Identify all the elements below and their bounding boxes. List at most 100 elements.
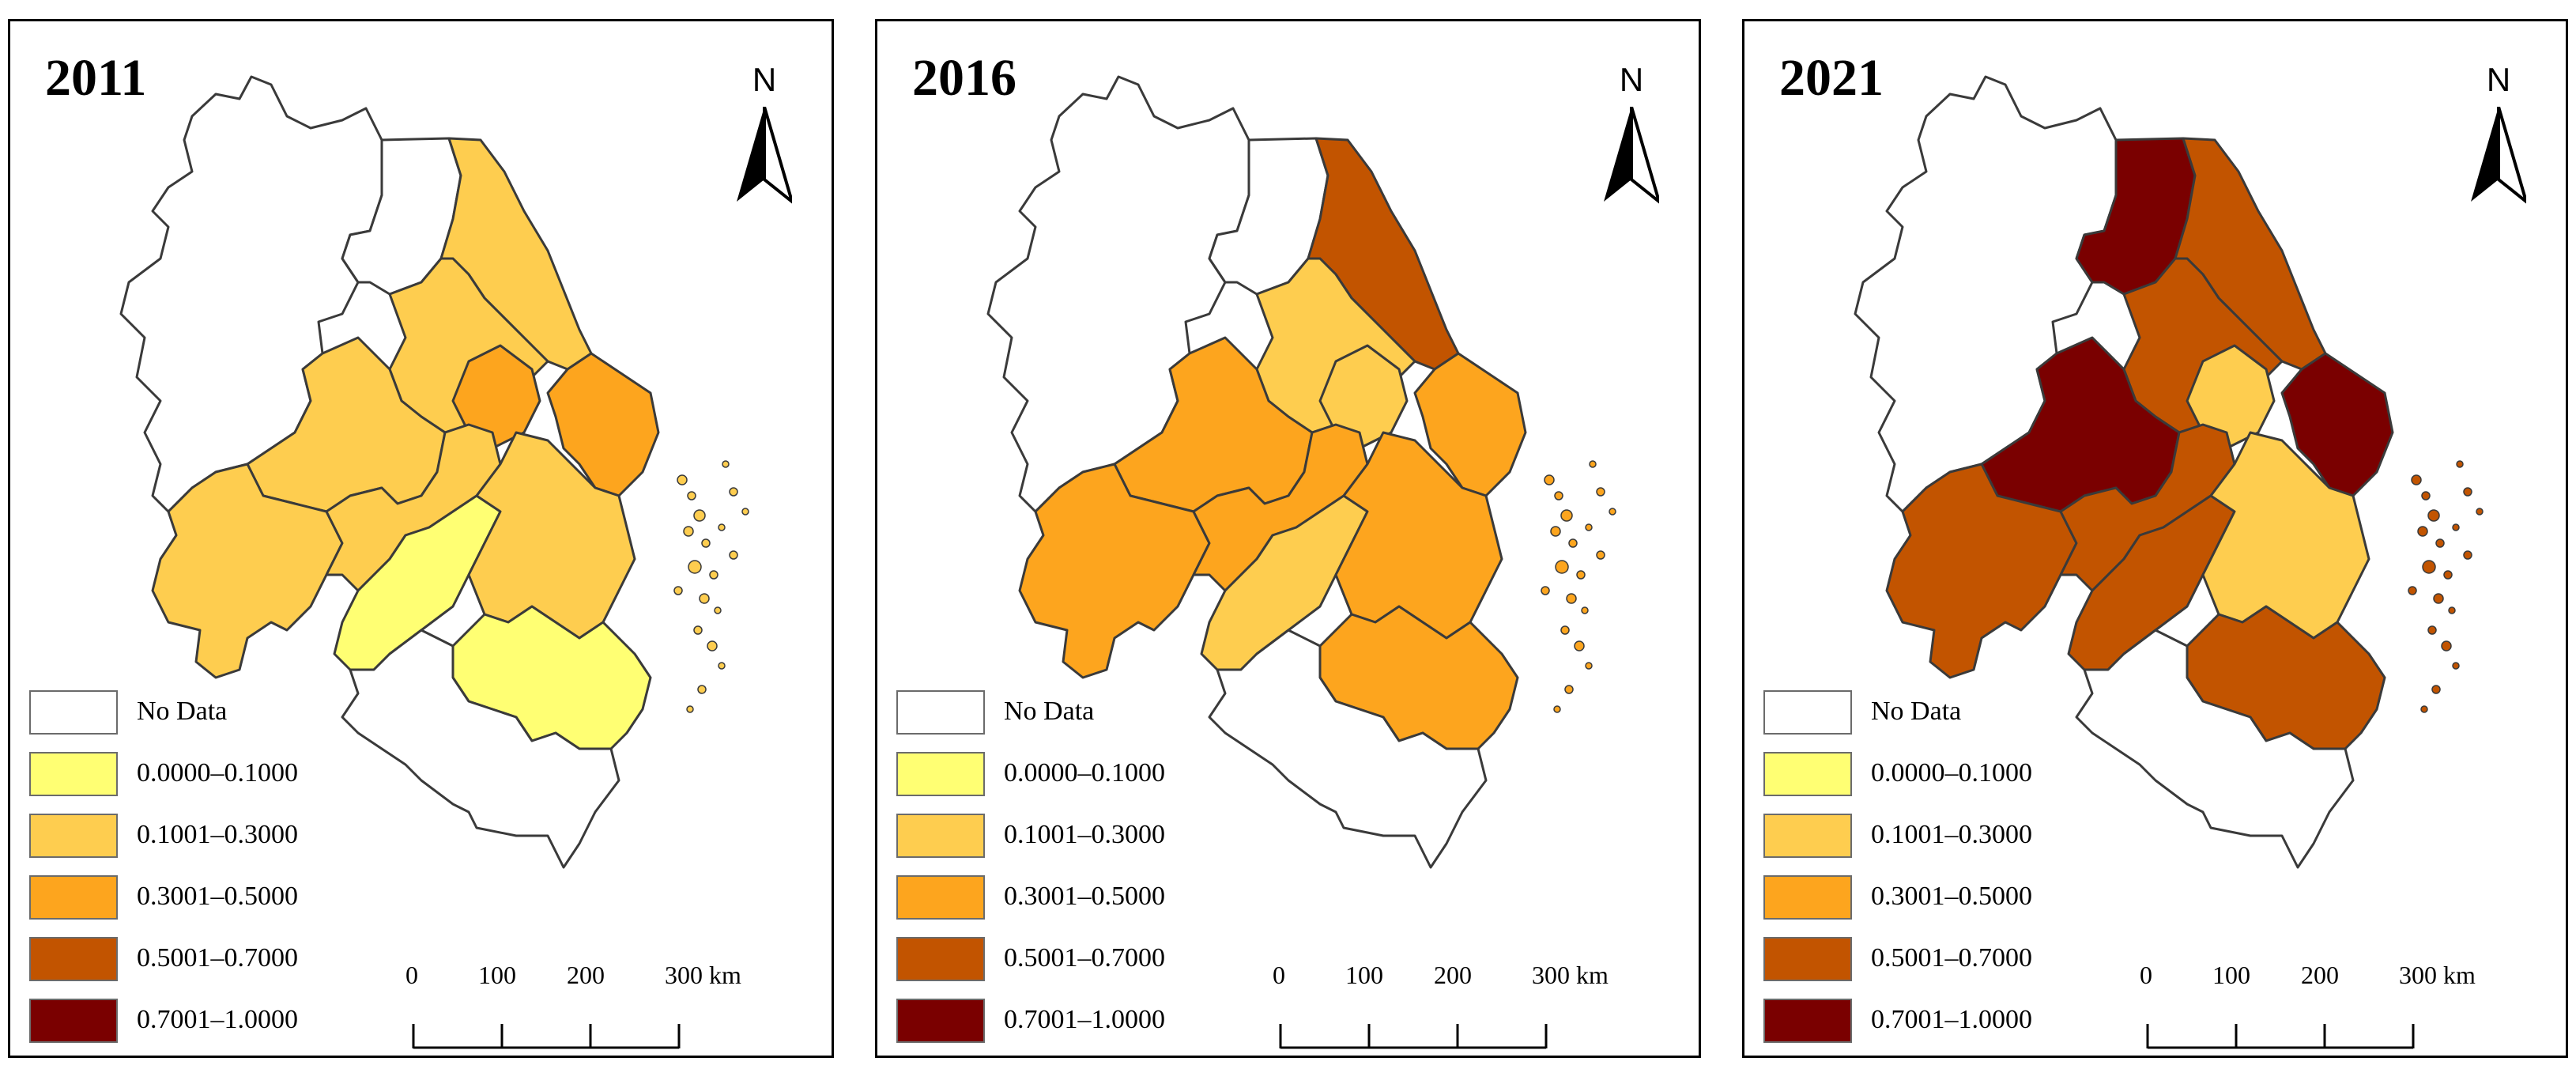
map-island <box>714 606 722 614</box>
map-island <box>699 593 710 604</box>
legend-label: 0.0000–0.1000 <box>137 758 298 788</box>
map-island <box>1596 550 1605 560</box>
map-island <box>1581 606 1589 614</box>
legend-swatch <box>29 999 118 1043</box>
scale-tick-label: 200 <box>2301 961 2339 989</box>
scale-tick-label: 300 km <box>665 961 741 989</box>
legend-swatch <box>896 875 985 920</box>
year-label: 2021 <box>1779 49 1884 107</box>
map-island <box>1589 460 1597 468</box>
map-island <box>722 460 730 468</box>
legend-label: 0.5001–0.7000 <box>1004 943 1165 973</box>
legend-label: No Data <box>137 697 228 726</box>
scale-tick-label: 300 km <box>1532 961 1609 989</box>
map-island <box>2420 705 2428 713</box>
map-island <box>701 538 711 548</box>
map-island <box>2421 491 2431 500</box>
map-island <box>2476 508 2484 516</box>
map-region-southeast <box>2201 431 2370 640</box>
map-island <box>2441 640 2452 652</box>
map-island <box>718 662 726 670</box>
map-svg <box>986 75 1616 869</box>
map-island <box>741 508 749 516</box>
scale-tick-label: 0 <box>1273 961 1285 989</box>
map-island <box>1564 685 1574 694</box>
map-island <box>2452 523 2460 531</box>
scale-bar-line <box>2146 1024 2415 1049</box>
map-island <box>693 509 706 522</box>
scale-bar: 0 100 200 300 km <box>2140 961 2478 1056</box>
map-island <box>1541 586 1550 595</box>
map-island <box>1560 625 1570 635</box>
map-island <box>1553 705 1561 713</box>
map-island <box>1568 538 1578 548</box>
legend-swatch <box>29 814 118 858</box>
map-island <box>1574 640 1585 652</box>
map-island <box>683 526 694 537</box>
legend-label: 0.3001–0.5000 <box>137 882 298 911</box>
year-label: 2016 <box>912 49 1016 107</box>
scale-tick-label: 100 <box>478 961 516 989</box>
map-island <box>677 474 688 485</box>
map-island <box>2452 662 2460 670</box>
map-island <box>1554 491 1563 500</box>
map-island <box>2448 606 2456 614</box>
legend-label: 0.0000–0.1000 <box>1004 758 1165 788</box>
map-island <box>1566 593 1577 604</box>
legend-swatch <box>896 752 985 796</box>
map-island <box>2422 560 2436 574</box>
scale-tick-label: 0 <box>2140 961 2152 989</box>
legend-swatch <box>896 937 985 981</box>
scale-bar-line <box>1279 1024 1548 1049</box>
map-panel-2021: 2021 N No Data 0.0000–0.1000 0.1001–0.3000… <box>1742 19 2568 1058</box>
legend-label: 0.5001–0.7000 <box>137 943 298 973</box>
map-island <box>1550 526 1561 537</box>
map-island <box>2443 570 2453 580</box>
legend-label: 0.0000–0.1000 <box>1871 758 2032 788</box>
map-island <box>1560 509 1573 522</box>
map-island <box>1544 474 1555 485</box>
map-island <box>688 560 702 574</box>
map-region-west-lower <box>151 463 344 679</box>
north-arrow: N <box>729 61 800 219</box>
north-label: N <box>1619 61 1644 98</box>
map-island <box>2411 474 2422 485</box>
legend-label: No Data <box>1004 697 1095 726</box>
map-island <box>686 705 694 713</box>
legend-label: 0.7001–1.0000 <box>137 1005 298 1034</box>
legend-label: 0.1001–0.3000 <box>1004 820 1165 849</box>
map-island <box>709 570 718 580</box>
scale-bar-line <box>412 1024 681 1049</box>
map-island <box>693 625 703 635</box>
map-island <box>1609 508 1616 516</box>
legend-swatch <box>1763 814 1852 858</box>
map-svg <box>1854 75 2484 869</box>
map-island <box>1585 523 1593 531</box>
north-label: N <box>2486 61 2511 98</box>
scale-tick-label: 100 <box>2212 961 2250 989</box>
legend-swatch <box>29 690 118 735</box>
map-island <box>1585 662 1593 670</box>
map-island <box>2408 586 2417 595</box>
year-label: 2011 <box>45 49 147 107</box>
legend-label: 0.5001–0.7000 <box>1871 943 2032 973</box>
map-island <box>673 586 683 595</box>
legend-swatch <box>896 814 985 858</box>
map-island <box>2427 625 2437 635</box>
legend-swatch <box>1763 937 1852 981</box>
map-island <box>1555 560 1569 574</box>
map-island <box>707 640 718 652</box>
legend-swatch <box>1763 999 1852 1043</box>
legend-swatch <box>29 875 118 920</box>
scale-tick-label: 200 <box>1434 961 1472 989</box>
map-region-south <box>341 629 620 869</box>
legend-label: 0.7001–1.0000 <box>1004 1005 1165 1034</box>
north-arrow: N <box>2463 61 2534 219</box>
map-region-west-lower <box>1885 463 2078 679</box>
north-arrow-icon <box>737 107 792 204</box>
map-island <box>2417 526 2428 537</box>
scale-tick-label: 100 <box>1345 961 1383 989</box>
map-island <box>697 685 707 694</box>
map-island <box>687 491 696 500</box>
north-arrow-icon <box>1604 107 1659 204</box>
